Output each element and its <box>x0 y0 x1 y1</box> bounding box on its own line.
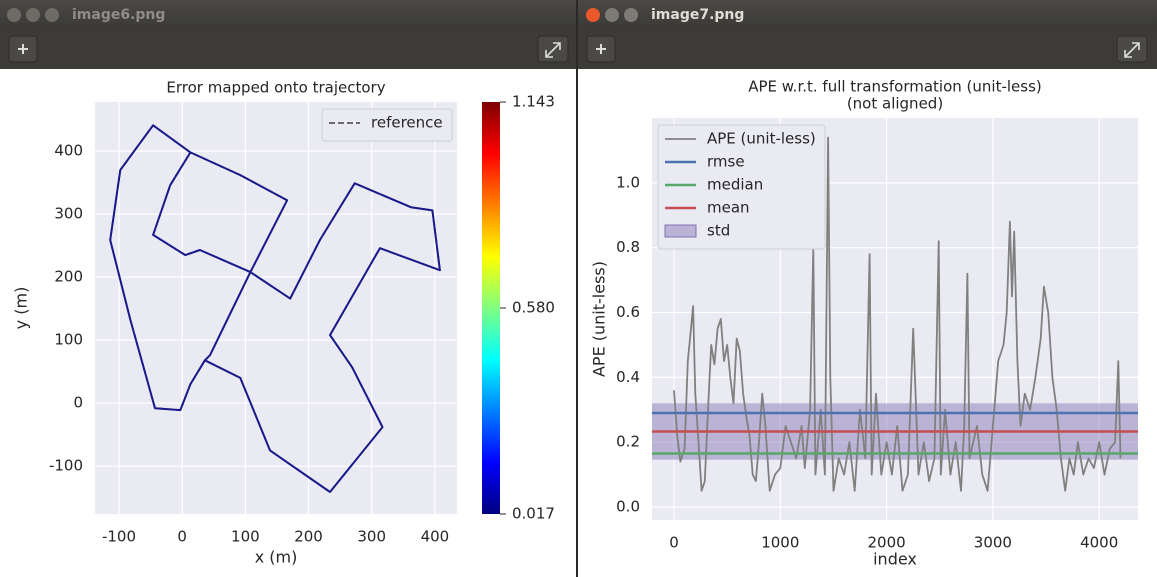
legend-label: APE (unit-less) <box>707 130 816 148</box>
y-tick-label: -100 <box>49 457 83 475</box>
toolbar <box>578 30 1157 69</box>
x-tick-label: 0 <box>669 534 679 552</box>
window-title: image7.png <box>651 7 744 23</box>
minimize-button[interactable] <box>605 8 619 22</box>
x-axis-label: x (m) <box>255 548 298 567</box>
legend-box <box>321 108 453 142</box>
y-tick-label: 0 <box>73 394 83 412</box>
x-tick-label: 4000 <box>1080 534 1118 552</box>
close-button[interactable] <box>586 8 600 22</box>
chart-title: APE w.r.t. full transformation (unit-les… <box>748 78 1042 96</box>
y-tick-label: 0.0 <box>616 498 640 516</box>
legend-swatch <box>664 224 697 238</box>
plot-area <box>95 102 457 514</box>
x-tick-label: 3000 <box>974 534 1012 552</box>
y-tick-label: 1.0 <box>616 173 640 191</box>
x-tick-label: 0 <box>177 528 187 546</box>
minimize-button[interactable] <box>26 8 40 22</box>
window-title: image6.png <box>72 7 165 23</box>
icon <box>596 44 606 54</box>
title-bar <box>0 0 576 30</box>
y-axis-label: APE (unit-less) <box>590 261 609 377</box>
icon <box>545 42 561 58</box>
legend: APE (unit-less) rmse median mean std <box>657 124 826 250</box>
y-tick-label: 300 <box>54 205 83 223</box>
y-tick-label: 0.4 <box>616 368 640 386</box>
legend-box <box>657 124 826 250</box>
x-tick-label: -100 <box>102 528 136 546</box>
legend-label: std <box>707 222 730 240</box>
y-tick-label: 0.8 <box>616 238 640 256</box>
maximize-button[interactable] <box>624 8 638 22</box>
y-axis-label: y (m) <box>12 287 31 330</box>
y-tick-label: 0.6 <box>616 303 640 321</box>
y-tick-label: 0.2 <box>616 433 640 451</box>
y-tick-label: 100 <box>54 331 83 349</box>
colorbar-tick-label: 1.143 <box>512 93 555 111</box>
icon <box>18 44 28 54</box>
x-tick-label: 100 <box>231 528 260 546</box>
x-tick-label: 200 <box>294 528 323 546</box>
legend-label: rmse <box>707 153 745 171</box>
legend-label: median <box>707 176 763 194</box>
chart-title: Error mapped onto trajectory <box>166 79 385 97</box>
maximize-button[interactable] <box>45 8 59 22</box>
icon <box>1124 42 1140 58</box>
x-tick-label: 2000 <box>868 534 906 552</box>
y-tick-label: 400 <box>54 142 83 160</box>
x-axis-label: index <box>873 550 917 569</box>
x-tick-label: 400 <box>421 528 450 546</box>
colorbar <box>482 102 500 514</box>
y-tick-label: 200 <box>54 268 83 286</box>
toolbar <box>0 30 576 69</box>
legend-label: reference <box>371 114 443 132</box>
trajectory-line <box>109 124 441 493</box>
series-line <box>673 136 1122 492</box>
x-tick-label: 1000 <box>761 534 799 552</box>
legend: reference <box>321 108 453 142</box>
colorbar-tick-label: 0.580 <box>512 299 555 317</box>
title-bar <box>578 0 1157 30</box>
close-button[interactable] <box>7 8 21 22</box>
legend-label: mean <box>707 199 750 217</box>
colorbar-tick-label: 0.017 <box>512 505 555 523</box>
chart-subtitle: (not aligned) <box>847 95 943 113</box>
x-tick-label: 300 <box>357 528 386 546</box>
